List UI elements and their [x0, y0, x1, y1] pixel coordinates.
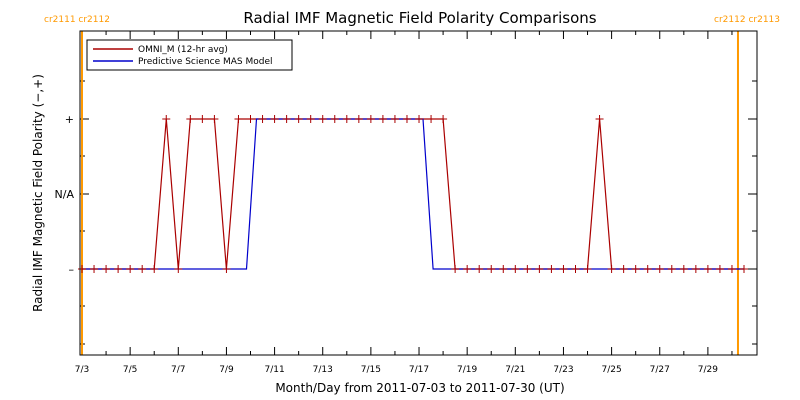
data-point: [727, 265, 736, 273]
data-point: [318, 115, 327, 123]
x-tick-labels: 7/3 7/5 7/7 7/9 7/11 7/13 7/15 7/17 7/19 7/21 7/23…: [75, 365, 719, 375]
data-point: [78, 265, 86, 273]
data-point: [258, 115, 267, 123]
data-point: [150, 265, 159, 273]
legend-label-mas: Predictive Science MAS Model: [138, 57, 273, 67]
data-point: [294, 115, 303, 123]
data-point: [655, 265, 664, 273]
data-point: [342, 115, 351, 123]
x-tick-label: 7/27: [650, 365, 670, 375]
right-rotation-label: cr2112 cr2113: [714, 15, 780, 25]
data-point: [210, 115, 219, 123]
data-point: [174, 265, 183, 273]
chart-title: Radial IMF Magnetic Field Polarity Compa…: [243, 9, 596, 27]
data-point: [703, 265, 712, 273]
x-tick-label: 7/23: [553, 365, 573, 375]
data-point: [643, 265, 652, 273]
data-point: [523, 265, 532, 273]
x-tick-label: 7/9: [219, 365, 234, 375]
data-point: [631, 265, 640, 273]
data-point: [402, 115, 411, 123]
data-point: [583, 265, 592, 273]
data-point: [330, 115, 339, 123]
data-point: [487, 265, 496, 273]
x-tick-label: 7/11: [264, 365, 284, 375]
data-point: [366, 115, 375, 123]
y-tick-label: +: [65, 113, 74, 126]
data-point: [354, 115, 363, 123]
x-tick-label: 7/21: [505, 365, 525, 375]
x-tick-label: 7/7: [171, 365, 185, 375]
y-axis-label: Radial IMF Magnetic Field Polarity (−,+): [31, 74, 45, 312]
x-tick-label: 7/17: [409, 365, 429, 375]
data-point: [667, 265, 676, 273]
data-point: [90, 265, 99, 273]
legend-box: [86, 39, 293, 71]
data-point: [499, 265, 508, 273]
legend-label-omni: OMNI_M (12-hr avg): [138, 45, 228, 55]
data-point: [102, 265, 111, 273]
data-point: [607, 265, 616, 273]
data-point: [390, 115, 399, 123]
rotation-markers: [81, 31, 739, 355]
data-point: [306, 115, 315, 123]
y-tick-label: –: [69, 263, 75, 276]
x-tick-label: 7/19: [457, 365, 477, 375]
data-point: [595, 115, 604, 123]
data-point: [114, 265, 123, 273]
series-lines: [82, 118, 744, 270]
x-tick-label: 7/15: [361, 365, 381, 375]
data-point: [439, 115, 448, 123]
x-tick-label: 7/5: [123, 365, 137, 375]
x-tick-label: 7/13: [313, 365, 333, 375]
data-point: [138, 265, 147, 273]
series-markers: [78, 115, 748, 273]
axis-ticks: [80, 31, 757, 355]
data-point: [535, 265, 544, 273]
data-point: [270, 115, 279, 123]
data-point: [511, 265, 520, 273]
data-point: [162, 115, 171, 123]
data-point: [679, 265, 688, 273]
data-point: [186, 115, 195, 123]
x-tick-label: 7/25: [601, 365, 621, 375]
data-point: [691, 265, 700, 273]
plot-frame: [79, 30, 758, 356]
data-point: [222, 265, 231, 273]
data-point: [246, 115, 255, 123]
left-rotation-label: cr2111 cr2112: [44, 15, 110, 25]
legend: OMNI_M (12-hr avg) Predictive Science MA…: [86, 39, 293, 71]
data-point: [619, 265, 628, 273]
data-point: [126, 265, 135, 273]
data-point: [415, 115, 424, 123]
data-point: [282, 115, 291, 123]
data-point: [715, 265, 724, 273]
data-point: [571, 265, 580, 273]
x-axis-label: Month/Day from 2011-07-03 to 2011-07-30 …: [275, 381, 564, 395]
data-point: [427, 115, 436, 123]
y-tick-labels: – N/A +: [55, 113, 75, 276]
series-line-1: [82, 118, 744, 270]
series-line-0: [82, 118, 744, 270]
data-point: [547, 265, 556, 273]
data-point: [378, 115, 387, 123]
data-point: [198, 115, 207, 123]
data-point: [234, 115, 243, 123]
x-tick-label: 7/3: [75, 365, 89, 375]
data-point: [463, 265, 472, 273]
y-tick-label: N/A: [55, 188, 75, 201]
data-point: [740, 265, 748, 273]
data-point: [559, 265, 568, 273]
data-point: [475, 265, 484, 273]
data-point: [451, 265, 460, 273]
x-tick-label: 7/29: [698, 365, 718, 375]
